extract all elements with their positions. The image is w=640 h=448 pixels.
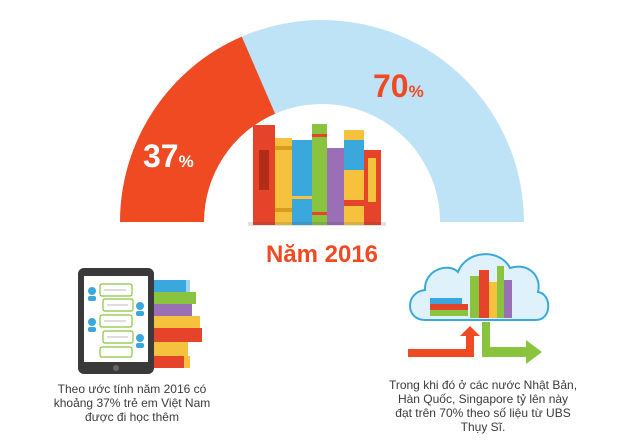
caption-right: Trong khi đó ở các nước Nhật Bản, Hàn Qu… bbox=[388, 378, 578, 434]
value-label-70: 70% bbox=[373, 68, 424, 104]
tablet-chat-icon bbox=[78, 268, 154, 374]
gauge-band-37 bbox=[120, 36, 276, 222]
growth-arrows-icon bbox=[408, 322, 542, 364]
books-icon bbox=[248, 124, 386, 226]
value-label-37: 37% bbox=[143, 138, 194, 174]
books-stack-icon bbox=[154, 280, 202, 368]
gauge-chart bbox=[120, 20, 524, 222]
chart-title: Năm 2016 bbox=[266, 241, 378, 268]
caption-left: Theo ước tính năm 2016 có khoảng 37% trẻ… bbox=[53, 382, 211, 424]
cloud-books-icon bbox=[409, 253, 550, 321]
